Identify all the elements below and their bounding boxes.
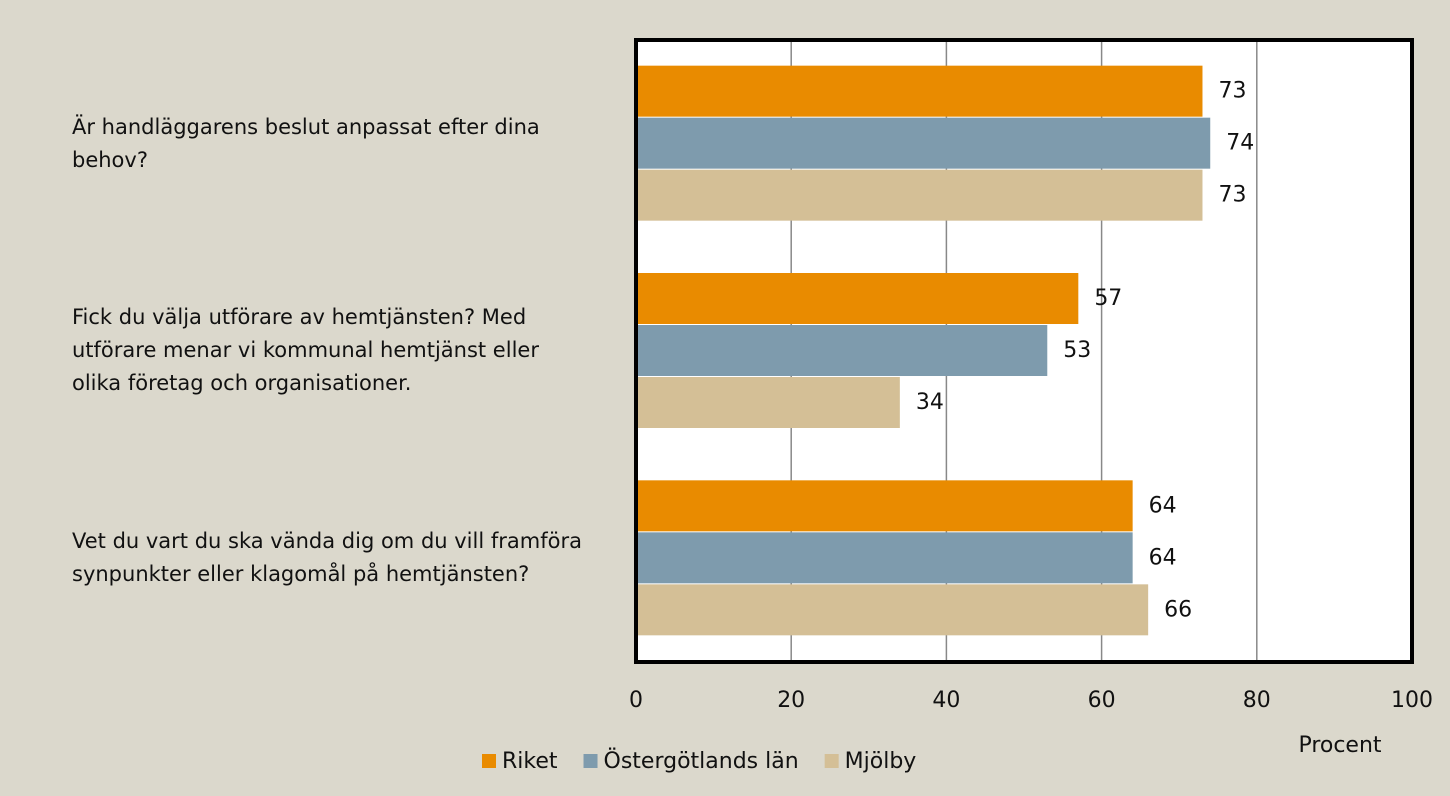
category-label: Fick du välja utförare av hemtjänsten? M… [72, 305, 539, 396]
legend-swatch [482, 754, 496, 768]
legend-swatch [583, 754, 598, 768]
legend-label: Mjölby [845, 749, 917, 774]
value-label: 73 [1218, 79, 1246, 104]
x-tick-label: 100 [1391, 688, 1433, 713]
x-tick-label: 0 [629, 688, 643, 713]
bar [636, 325, 1048, 376]
value-label: 66 [1164, 597, 1192, 622]
value-label: 64 [1149, 545, 1177, 570]
x-tick-label: 40 [932, 688, 960, 713]
bar [636, 65, 1203, 117]
x-tick-label: 80 [1243, 688, 1271, 713]
category-label: Vet du vart du ska vända dig om du vill … [72, 529, 582, 587]
bar [636, 117, 1211, 169]
value-label: 74 [1226, 131, 1254, 156]
value-label: 64 [1149, 493, 1177, 518]
x-tick-label: 60 [1088, 688, 1116, 713]
legend-swatch [824, 754, 839, 768]
value-label: 73 [1218, 183, 1246, 208]
bar [636, 377, 900, 428]
bar [636, 480, 1133, 532]
value-label: 53 [1063, 338, 1091, 363]
value-label: 34 [916, 390, 944, 415]
x-tick-label: 20 [777, 688, 805, 713]
bar [636, 584, 1149, 636]
category-label: Är handläggarens beslut anpassat efter d… [72, 114, 540, 172]
bar [636, 532, 1133, 584]
legend-label: Östergötlands län [604, 748, 799, 774]
plot-border [634, 38, 1414, 664]
legend-label: Riket [502, 749, 558, 774]
value-label: 57 [1094, 286, 1122, 311]
x-axis-label: Procent [1298, 733, 1381, 758]
bar [636, 169, 1203, 221]
bar [636, 273, 1079, 324]
